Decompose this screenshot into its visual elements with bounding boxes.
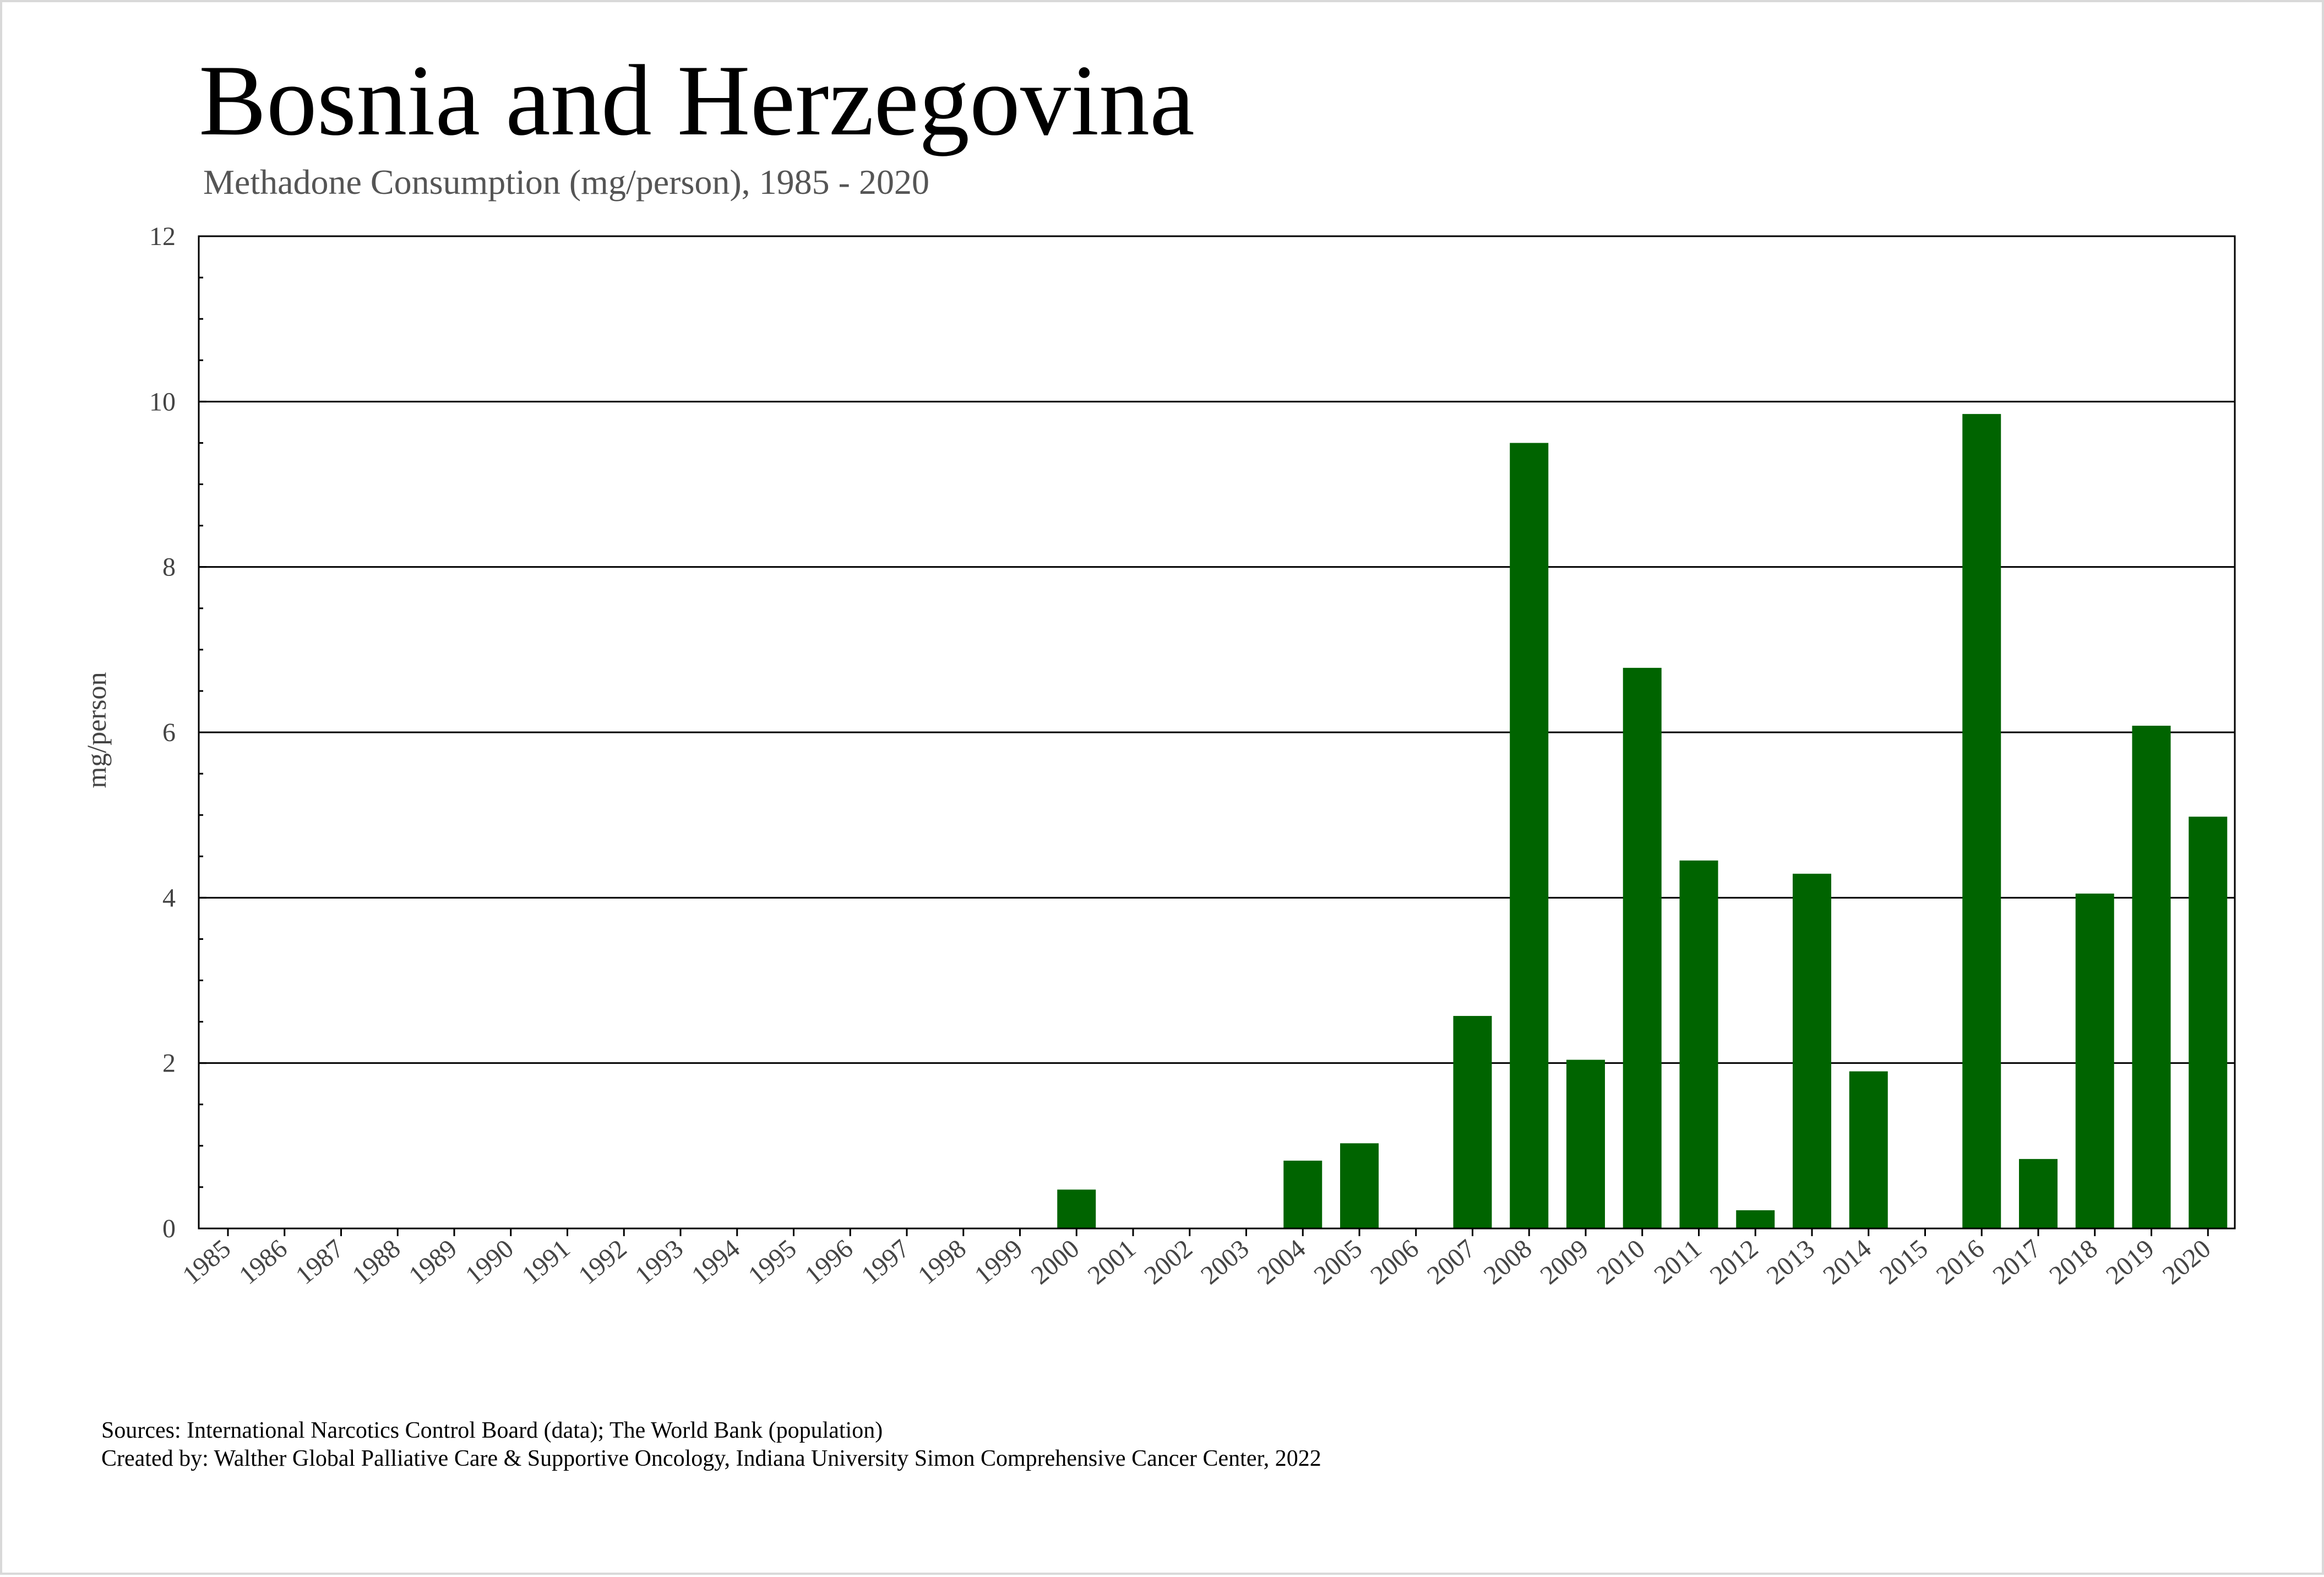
bar-2014 [1849, 1071, 1888, 1228]
x-tick-label: 1985 [177, 1234, 236, 1290]
x-tick-label: 2014 [1817, 1234, 1877, 1290]
x-tick-label: 1992 [573, 1234, 633, 1290]
y-tick-label: 4 [162, 883, 176, 912]
x-tick-label: 2002 [1139, 1234, 1198, 1290]
x-tick-label: 2003 [1195, 1234, 1255, 1290]
x-tick-label: 2013 [1761, 1234, 1820, 1290]
y-tick-label: 12 [149, 222, 176, 251]
x-tick-label: 1994 [686, 1234, 745, 1290]
bar-2019 [2132, 725, 2171, 1228]
x-tick-label: 2011 [1648, 1234, 1707, 1290]
x-tick-label: 1996 [799, 1234, 859, 1290]
x-tick-labels: 1985198619871988198919901991199219931994… [177, 1234, 2216, 1290]
bar-2004 [1283, 1160, 1322, 1228]
bar-2013 [1793, 873, 1831, 1228]
bar-2011 [1679, 860, 1718, 1228]
x-tick-label: 1995 [743, 1234, 802, 1290]
x-tick-label: 1999 [969, 1234, 1028, 1290]
bar-2010 [1623, 667, 1662, 1228]
y-tick-label: 6 [162, 718, 176, 747]
chart-title: Bosnia and Herzegovina [199, 44, 1195, 156]
x-tick-label: 2018 [2044, 1234, 2103, 1290]
bar-2017 [2019, 1159, 2058, 1228]
x-tick-label: 2005 [1308, 1234, 1368, 1290]
y-tick-labels: 0 2 4 6 8 10 12 [149, 222, 176, 1243]
bar-2005 [1340, 1143, 1379, 1228]
x-tick-label: 1988 [347, 1234, 406, 1290]
x-tick-label: 2008 [1478, 1234, 1538, 1290]
x-tick-label: 1997 [856, 1234, 915, 1290]
x-tick-label: 1986 [233, 1234, 293, 1290]
y-tick-label: 0 [162, 1214, 176, 1243]
gridlines [199, 400, 2235, 1064]
bar-2020 [2189, 817, 2228, 1228]
source-line-1: Sources: International Narcotics Control… [101, 1418, 883, 1443]
x-tick-label: 2004 [1252, 1234, 1311, 1290]
bar-2000 [1057, 1189, 1096, 1228]
x-tick-label: 2016 [1931, 1234, 1990, 1290]
bar-2009 [1566, 1059, 1605, 1228]
x-tick-label: 2000 [1026, 1234, 1085, 1290]
x-tick-label: 1998 [912, 1234, 972, 1290]
x-tick-label: 2007 [1422, 1234, 1481, 1290]
x-tick-label: 2017 [1987, 1234, 2047, 1290]
bar-2008 [1510, 443, 1549, 1228]
x-tick-label: 1991 [516, 1234, 576, 1290]
x-tick-label: 2006 [1365, 1234, 1424, 1290]
x-tick-label: 2009 [1534, 1234, 1594, 1290]
y-tick-label: 10 [149, 387, 176, 416]
x-tick-label: 1989 [403, 1234, 462, 1290]
x-tick-label: 2012 [1705, 1234, 1764, 1290]
bar-2016 [1962, 414, 2001, 1228]
x-tick-label: 2019 [2100, 1234, 2160, 1290]
x-tick-label: 2020 [2157, 1234, 2217, 1290]
x-tick-label: 2010 [1591, 1234, 1651, 1290]
y-axis-label: mg/person [81, 672, 112, 788]
x-tick-label: 1993 [629, 1234, 689, 1290]
source-line-2: Created by: Walther Global Palliative Ca… [101, 1446, 1321, 1471]
x-tick-label: 2015 [1874, 1234, 1934, 1290]
chart-subtitle: Methadone Consumption (mg/person), 1985 … [203, 162, 929, 202]
x-tick-label: 1990 [460, 1234, 519, 1290]
bar-2007 [1453, 1016, 1492, 1228]
y-tick-label: 2 [162, 1049, 176, 1078]
y-tick-label: 8 [162, 553, 176, 582]
bars [1057, 414, 2228, 1228]
x-tick-label: 2001 [1082, 1234, 1141, 1290]
bar-2018 [2075, 893, 2114, 1228]
bar-2012 [1736, 1210, 1775, 1228]
axes [198, 235, 2236, 1236]
x-tick-label: 1987 [290, 1234, 350, 1290]
